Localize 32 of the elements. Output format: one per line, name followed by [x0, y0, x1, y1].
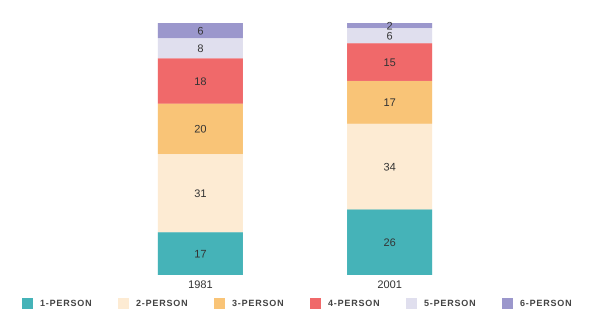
- legend-label: 2-PERSON: [136, 298, 188, 308]
- legend-label: 1-PERSON: [40, 298, 92, 308]
- data-label: 26: [383, 237, 396, 250]
- bar: [158, 23, 243, 38]
- legend-label: 4-PERSON: [328, 298, 380, 308]
- data-label: 17: [383, 97, 396, 110]
- data-label: 6: [197, 25, 204, 38]
- data-label: 34: [383, 161, 396, 174]
- bar: [347, 209, 432, 275]
- bar: [347, 80, 432, 124]
- data-label: 8: [197, 43, 204, 56]
- legend-label: 3-PERSON: [232, 298, 284, 308]
- x-tick-label: 2001: [377, 278, 402, 291]
- data-label: 31: [194, 188, 207, 200]
- data-label: 20: [194, 124, 207, 136]
- bar: [158, 58, 243, 104]
- data-label: 2: [386, 20, 393, 32]
- bar: [158, 154, 243, 232]
- bar: [347, 28, 432, 44]
- bar: [158, 104, 243, 154]
- bar: [347, 23, 432, 28]
- legend-label: 5-PERSON: [424, 298, 476, 308]
- data-label: 6: [386, 30, 393, 42]
- bar: [347, 43, 432, 81]
- data-label: 17: [194, 248, 207, 260]
- x-tick-label: 1981: [188, 278, 213, 291]
- data-label: 15: [383, 56, 396, 69]
- legend-label: 6-PERSON: [520, 298, 572, 308]
- bar: [347, 124, 432, 210]
- data-label: 18: [194, 76, 207, 88]
- bar: [158, 38, 243, 58]
- bar: [158, 232, 243, 275]
